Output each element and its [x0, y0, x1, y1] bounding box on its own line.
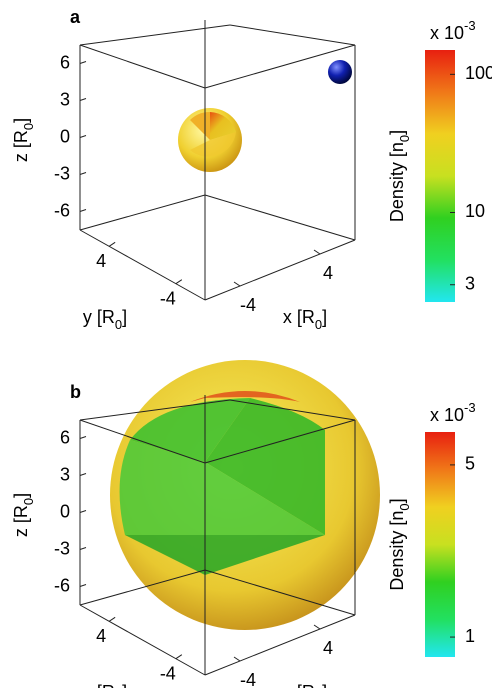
- colorbar-label-part: Density [n: [387, 142, 407, 222]
- box-edge: [204, 44, 356, 89]
- x-axis-label: x [R0]: [283, 682, 327, 688]
- x-tick: [233, 656, 241, 662]
- z-tick-label: 0: [60, 501, 70, 521]
- panel-label: a: [70, 7, 81, 27]
- z-tick-label: -3: [54, 163, 70, 183]
- z-axis-label-part: z [R: [11, 130, 31, 162]
- box-edge: [204, 194, 356, 241]
- box-edge: [79, 604, 206, 676]
- box-edge: [204, 569, 356, 616]
- z-tick: [79, 547, 87, 550]
- x-tick-label: 4: [323, 638, 333, 658]
- y-tick: [175, 279, 183, 285]
- y-tick: [108, 241, 116, 247]
- z-axis-label-part: ]: [11, 118, 31, 123]
- box-edge: [204, 614, 356, 676]
- colorbar-multiplier-part: -3: [464, 400, 476, 415]
- density-sphere: [110, 360, 380, 630]
- colorbar: [425, 432, 455, 657]
- colorbar-tick-label: 5: [465, 454, 475, 474]
- colorbar-label-part: 0: [397, 135, 412, 142]
- box-edge: [79, 569, 206, 606]
- colorbar-tick-label: 3: [465, 273, 475, 293]
- box-edge: [229, 399, 356, 421]
- colorbar-multiplier-part: x 10: [430, 23, 464, 43]
- y-axis-label-part: y [R: [83, 682, 115, 688]
- box-edge: [79, 44, 206, 89]
- colorbar-multiplier: x 10-3: [430, 400, 476, 425]
- z-axis-label: z [R0]: [11, 118, 36, 162]
- x-tick: [313, 624, 321, 630]
- x-tick-label: -4: [240, 295, 256, 315]
- z-tick-label: 6: [60, 427, 70, 447]
- z-tick-label: 3: [60, 89, 70, 109]
- colorbar-tick-label: 10: [465, 201, 485, 221]
- box-edge: [229, 24, 356, 46]
- y-axis-label: y [R0]: [83, 682, 127, 688]
- z-tick-label: -6: [54, 200, 70, 220]
- z-axis-label: z [R0]: [11, 493, 36, 537]
- box-edge: [204, 239, 356, 301]
- z-tick-label: 6: [60, 52, 70, 72]
- y-tick: [175, 654, 183, 660]
- z-tick: [79, 584, 87, 587]
- colorbar-label: Density [n0]: [387, 498, 412, 590]
- colorbar-label-part: Density [n: [387, 511, 407, 591]
- y-tick-label: -4: [160, 288, 176, 308]
- z-tick: [79, 172, 87, 175]
- x-axis-label-part: x [R: [283, 682, 315, 688]
- colorbar-tick-label: 1: [465, 626, 475, 646]
- colorbar-multiplier-part: -3: [464, 18, 476, 33]
- y-tick-label: 4: [96, 251, 106, 271]
- z-axis-label-part: 0: [21, 123, 36, 130]
- colorbar-label-part: 0: [397, 503, 412, 510]
- colorbar-multiplier-part: x 10: [430, 405, 464, 425]
- box-edge: [79, 24, 231, 46]
- box-edge: [204, 419, 356, 464]
- colorbar-multiplier: x 10-3: [430, 18, 476, 43]
- z-tick-label: -3: [54, 538, 70, 558]
- z-tick: [79, 209, 87, 212]
- x-tick-label: -4: [240, 670, 256, 688]
- y-tick: [108, 616, 116, 622]
- z-tick-label: 0: [60, 126, 70, 146]
- y-axis-label-part: ]: [122, 682, 127, 688]
- x-axis-label-part: ]: [322, 307, 327, 327]
- z-tick: [79, 473, 87, 476]
- panel-label: b: [70, 382, 81, 402]
- z-tick-label: -6: [54, 575, 70, 595]
- z-tick: [79, 61, 87, 64]
- box-edge: [79, 229, 206, 301]
- y-axis-label-part: ]: [122, 307, 127, 327]
- z-tick: [79, 98, 87, 101]
- colorbar-tick-label: 100: [465, 63, 492, 83]
- colorbar-label: Density [n0]: [387, 130, 412, 222]
- y-axis-label-part: 0: [115, 317, 122, 332]
- x-tick: [233, 281, 241, 287]
- colorbar-label-part: ]: [387, 498, 407, 503]
- z-axis-label-part: z [R: [11, 505, 31, 537]
- z-tick: [79, 436, 87, 439]
- box-edge: [79, 419, 206, 464]
- y-axis-label-part: y [R: [83, 307, 115, 327]
- colorbar: [425, 50, 455, 302]
- x-axis-label-part: 0: [315, 317, 322, 332]
- y-tick-label: -4: [160, 663, 176, 683]
- z-tick: [79, 510, 87, 513]
- density-sphere: [178, 60, 352, 172]
- x-tick-label: 4: [323, 263, 333, 283]
- z-axis-label-part: ]: [11, 493, 31, 498]
- x-axis-label: x [R0]: [283, 307, 327, 332]
- box-edge: [79, 194, 206, 231]
- z-tick: [79, 135, 87, 138]
- y-tick-label: 4: [96, 626, 106, 646]
- colorbar-label-part: ]: [387, 130, 407, 135]
- x-tick: [313, 249, 321, 255]
- z-axis-label-part: 0: [21, 498, 36, 505]
- z-tick-label: 3: [60, 464, 70, 484]
- x-axis-label-part: ]: [322, 682, 327, 688]
- x-axis-label-part: x [R: [283, 307, 315, 327]
- y-axis-label: y [R0]: [83, 307, 127, 332]
